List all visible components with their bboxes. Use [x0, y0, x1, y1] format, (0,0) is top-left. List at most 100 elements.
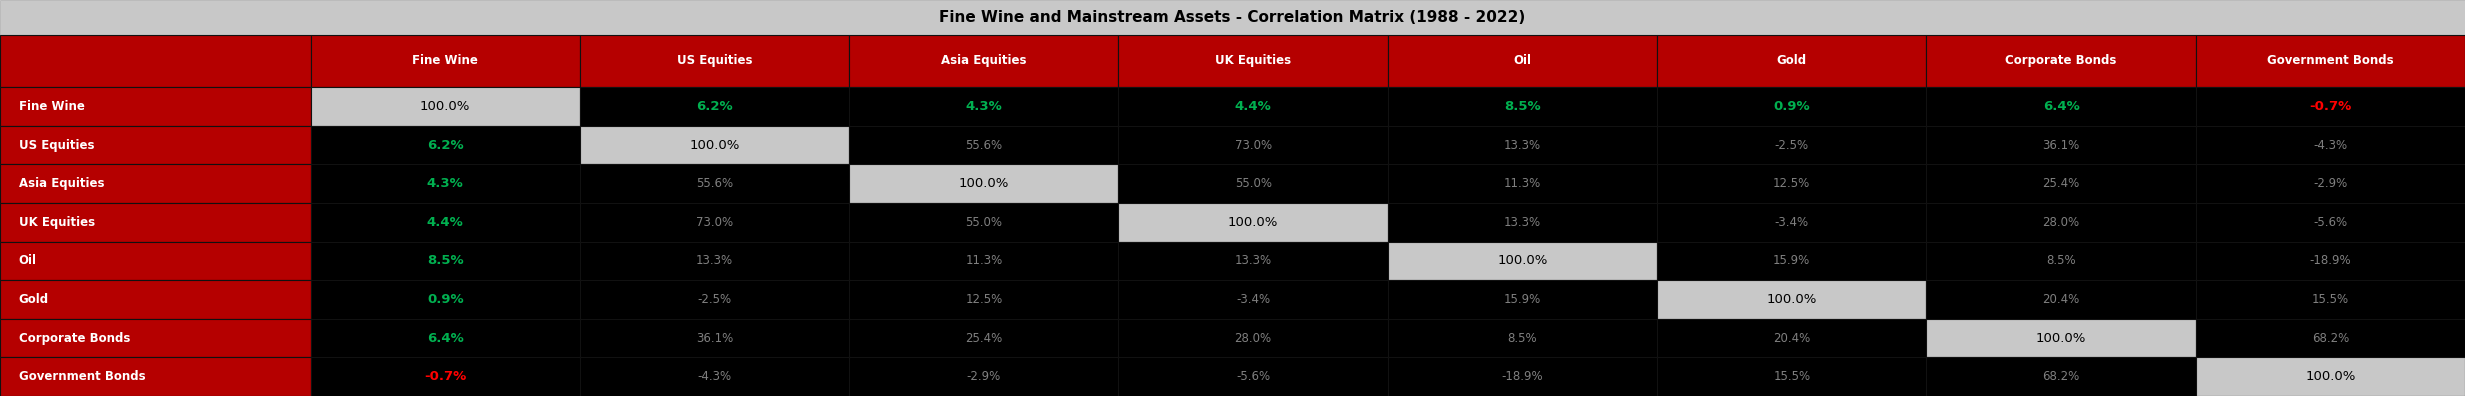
Text: 25.4%: 25.4%	[2043, 177, 2080, 190]
Bar	[1656, 319, 1928, 358]
Bar	[1119, 35, 1388, 87]
Text: -2.5%: -2.5%	[1775, 139, 1809, 152]
Text: 15.9%: 15.9%	[1772, 254, 1809, 267]
Bar	[1388, 203, 1656, 242]
Bar	[1656, 126, 1928, 164]
Bar	[2196, 164, 2465, 203]
Bar	[1656, 203, 1928, 242]
Bar	[579, 280, 848, 319]
Bar	[1119, 203, 1388, 242]
Bar	[0, 126, 311, 164]
Bar	[1925, 242, 2196, 280]
Text: 8.5%: 8.5%	[1509, 331, 1538, 345]
Bar	[579, 242, 848, 280]
Text: 12.5%: 12.5%	[1772, 177, 1809, 190]
Bar	[1388, 280, 1656, 319]
Text: 6.4%: 6.4%	[426, 331, 463, 345]
Bar	[1388, 164, 1656, 203]
Bar	[1656, 164, 1928, 203]
Text: 4.4%: 4.4%	[1235, 100, 1272, 113]
Text: Government Bonds: Government Bonds	[20, 370, 145, 383]
Bar	[1119, 87, 1388, 126]
Bar	[1656, 280, 1928, 319]
Text: 11.3%: 11.3%	[966, 254, 1003, 267]
Bar	[1925, 280, 2196, 319]
Text: 13.3%: 13.3%	[1504, 139, 1541, 152]
Text: 8.5%: 8.5%	[1504, 100, 1541, 113]
Text: 13.3%: 13.3%	[695, 254, 732, 267]
Bar	[311, 242, 579, 280]
Bar	[848, 242, 1119, 280]
Text: 55.0%: 55.0%	[1235, 177, 1272, 190]
Text: 6.4%: 6.4%	[2043, 100, 2080, 113]
Text: 11.3%: 11.3%	[1504, 177, 1541, 190]
Bar	[1388, 35, 1656, 87]
Bar	[1119, 126, 1388, 164]
Bar	[848, 319, 1119, 358]
Bar	[0, 35, 311, 87]
Bar	[1925, 203, 2196, 242]
Bar	[0, 357, 311, 396]
Text: 4.3%: 4.3%	[966, 100, 1003, 113]
Bar	[311, 203, 579, 242]
Text: Fine Wine: Fine Wine	[412, 55, 478, 67]
Bar	[1925, 164, 2196, 203]
Bar	[1656, 242, 1928, 280]
Bar	[579, 203, 848, 242]
Bar	[311, 280, 579, 319]
Bar	[0, 203, 311, 242]
Text: Asia Equities: Asia Equities	[942, 55, 1025, 67]
Text: -5.6%: -5.6%	[2312, 216, 2347, 229]
Text: Asia Equities: Asia Equities	[20, 177, 104, 190]
Bar	[1656, 357, 1928, 396]
Bar	[0, 0, 2465, 35]
Bar	[1119, 319, 1388, 358]
Text: UK Equities: UK Equities	[1215, 55, 1292, 67]
Text: 13.3%: 13.3%	[1235, 254, 1272, 267]
Bar	[1925, 319, 2196, 358]
Text: -3.4%: -3.4%	[1235, 293, 1269, 306]
Text: 4.4%: 4.4%	[426, 216, 463, 229]
Text: -2.9%: -2.9%	[966, 370, 1001, 383]
Text: 100.0%: 100.0%	[1496, 254, 1548, 267]
Text: 20.4%: 20.4%	[2043, 293, 2080, 306]
Bar	[579, 319, 848, 358]
Bar	[1925, 35, 2196, 87]
Text: 100.0%: 100.0%	[1767, 293, 1817, 306]
Text: -0.7%: -0.7%	[424, 370, 466, 383]
Text: 36.1%: 36.1%	[695, 331, 732, 345]
Text: -4.3%: -4.3%	[698, 370, 732, 383]
Bar	[1119, 164, 1388, 203]
Text: 55.6%: 55.6%	[695, 177, 732, 190]
Text: 13.3%: 13.3%	[1504, 216, 1541, 229]
Text: -5.6%: -5.6%	[1235, 370, 1269, 383]
Bar	[1119, 242, 1388, 280]
Bar	[2196, 126, 2465, 164]
Text: Oil: Oil	[20, 254, 37, 267]
Text: 55.0%: 55.0%	[966, 216, 1003, 229]
Bar	[1388, 87, 1656, 126]
Text: 25.4%: 25.4%	[966, 331, 1003, 345]
Text: 8.5%: 8.5%	[2046, 254, 2076, 267]
Text: Fine Wine: Fine Wine	[20, 100, 84, 113]
Bar	[1388, 357, 1656, 396]
Bar	[848, 357, 1119, 396]
Text: 0.9%: 0.9%	[1772, 100, 1809, 113]
Text: 28.0%: 28.0%	[2043, 216, 2080, 229]
Text: 4.3%: 4.3%	[426, 177, 463, 190]
Text: 36.1%: 36.1%	[2043, 139, 2080, 152]
Text: -2.5%: -2.5%	[698, 293, 732, 306]
Bar	[1388, 242, 1656, 280]
Bar	[2196, 280, 2465, 319]
Bar	[1925, 87, 2196, 126]
Bar	[1925, 126, 2196, 164]
Text: 20.4%: 20.4%	[1772, 331, 1809, 345]
Bar	[1388, 126, 1656, 164]
Text: Government Bonds: Government Bonds	[2268, 55, 2394, 67]
Text: 68.2%: 68.2%	[2043, 370, 2080, 383]
Bar	[848, 126, 1119, 164]
Bar	[579, 357, 848, 396]
Text: Corporate Bonds: Corporate Bonds	[20, 331, 131, 345]
Text: 15.9%: 15.9%	[1504, 293, 1541, 306]
Bar	[0, 242, 311, 280]
